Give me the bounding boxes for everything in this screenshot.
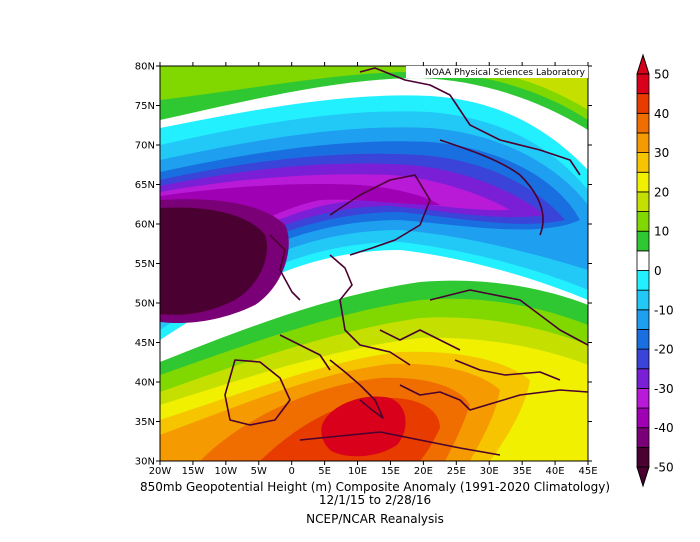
lat-tick-label: 30N [135,457,155,468]
lon-tick-label: 5W [251,466,267,477]
colorbar-label: -50 [654,461,674,475]
colorbar-cell [636,250,650,271]
colorbar-label: 10 [654,225,669,239]
lon-tick-label: 40E [546,466,565,477]
lat-tick-label: 55N [135,259,155,270]
colorbar-cell [636,191,650,212]
colorbar-cell [636,348,650,370]
lon-tick-label: 15W [182,466,205,477]
colorbar-label: -40 [654,421,674,435]
lat-tick-label: 65N [135,180,155,191]
colorbar-cell [636,152,650,173]
lon-tick-label: 25E [447,466,466,477]
lon-tick-label: 45E [578,466,597,477]
caption-title: 850mb Geopotential Height (m) Composite … [139,480,610,494]
colorbar-cell [636,112,650,134]
colorbar-label: -10 [654,303,674,317]
lon-tick-label: 15E [381,466,400,477]
colorbar-cell [636,171,650,193]
lat-tick-label: 60N [135,220,155,231]
colorbar-cell [636,407,650,429]
colorbar-cell [636,387,650,409]
caption-source: NCEP/NCAR Reanalysis [306,512,444,526]
colorbar-cell [636,132,650,153]
lon-tick-label: 20W [149,466,172,477]
colorbar-label: 40 [654,107,669,121]
lon-tick-label: 10E [348,466,367,477]
lat-tick-label: 80N [135,62,155,73]
lon-tick-label: 5E [318,466,331,477]
colorbar: 50 40 30 20 10 0 -10 -20 -30 -40 -50 [636,53,674,488]
coastlines [224,67,588,456]
lat-tick-label: 40N [135,378,155,389]
colorbar-top-arrow-icon [636,53,650,75]
colorbar-cell [636,446,650,468]
colorbar-cell [636,270,650,291]
latitude-axis: 30N 35N 40N 45N 50N 55N 60N 65N 70N 75N 80N [135,62,592,468]
credit-background [406,66,588,78]
lat-tick-label: 50N [135,299,155,310]
colorbar-label: 50 [654,68,669,82]
lat-tick-label: 35N [135,417,155,428]
colorbar-bottom-arrow-icon [636,466,650,488]
lat-tick-label: 45N [135,338,155,349]
colorbar-cell [636,230,650,252]
caption-dates: 12/1/15 to 2/28/16 [318,493,432,507]
lon-tick-label: 0 [289,466,295,477]
colorbar-label: -20 [654,343,674,357]
lat-tick-label: 70N [135,141,155,152]
colorbar-cell [636,427,650,448]
credit-label: NOAA Physical Sciences Laboratory [425,68,586,78]
colorbar-cell [636,329,650,350]
lon-tick-label: 20E [414,466,433,477]
colorbar-cell [636,309,650,330]
colorbar-cell [636,211,650,232]
colorbar-label: 30 [654,146,669,160]
colorbar-cell [636,93,650,114]
colorbar-cell [636,368,650,389]
colorbar-cell [636,73,650,95]
lon-tick-label: 35E [513,466,532,477]
lon-tick-label: 10W [215,466,238,477]
lat-tick-label: 75N [135,101,155,112]
colorbar-label: 0 [654,264,662,278]
colorbar-cell [636,289,650,311]
colorbar-label: 20 [654,185,669,199]
lon-tick-label: 30E [480,466,499,477]
anomaly-field [160,66,588,461]
longitude-axis: 20W 15W 10W 5W 0 5E 10E 15E 20E 25E 30E 35E 40E 45E [149,62,598,477]
colorbar-label: -30 [654,382,674,396]
